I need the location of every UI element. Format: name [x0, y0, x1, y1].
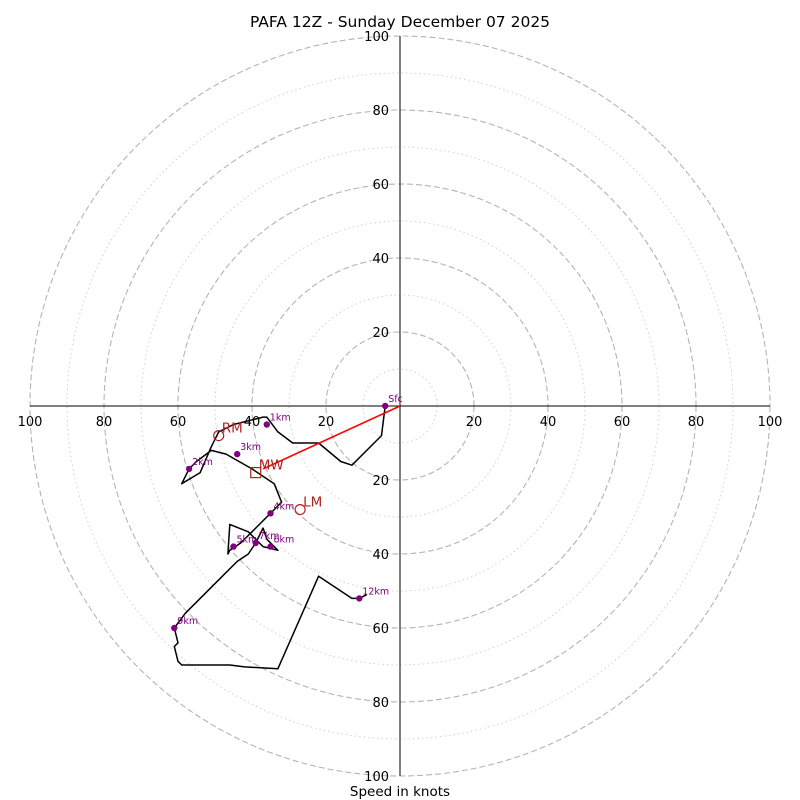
height-marker	[185, 465, 193, 473]
x-tick-label: 20	[318, 415, 335, 430]
height-marker-label: 6km	[274, 535, 295, 546]
storm-motion-marker	[294, 504, 306, 516]
y-tick-label: 40	[372, 548, 389, 563]
height-marker-label: 1km	[270, 413, 291, 424]
height-marker-label: 5km	[237, 535, 258, 546]
height-marker	[230, 543, 237, 550]
x-tick-label: 80	[688, 415, 705, 430]
x-tick-label: 100	[18, 415, 43, 430]
x-tick-label: 20	[466, 415, 483, 430]
x-tick-label: 100	[758, 415, 783, 430]
height-marker	[252, 539, 259, 547]
y-tick-label: 80	[372, 696, 389, 711]
y-tick-label: 60	[372, 622, 389, 637]
height-marker-label: Sfc	[388, 394, 403, 405]
height-marker	[171, 624, 178, 632]
height-marker	[267, 510, 274, 517]
x-axis-label: Speed in knots	[350, 784, 450, 800]
storm-motion-marker	[213, 430, 225, 442]
height-marker	[382, 402, 389, 410]
storm-motion-marker	[250, 467, 262, 479]
height-marker-label: 2km	[192, 457, 213, 468]
y-tick-label: 40	[372, 252, 389, 267]
x-tick-label: 40	[244, 415, 261, 430]
height-marker	[263, 421, 270, 428]
y-tick-label: 20	[372, 474, 389, 489]
wind-trace	[173, 405, 386, 670]
height-marker	[356, 595, 363, 602]
x-tick-label: 40	[540, 415, 557, 430]
height-marker	[267, 543, 274, 550]
y-tick-label: 60	[372, 178, 389, 193]
height-marker-label: 7km	[259, 531, 280, 542]
chart-title: PAFA 12Z - Sunday December 07 2025	[250, 13, 550, 31]
y-tick-label: 20	[372, 326, 389, 341]
x-tick-label: 60	[170, 415, 187, 430]
height-marker-label: 4km	[274, 501, 295, 512]
height-marker-label: 9km	[177, 616, 198, 627]
x-tick-label: 60	[614, 415, 631, 430]
x-tick-label: 80	[96, 415, 113, 430]
y-tick-label: 100	[364, 770, 389, 785]
y-tick-label: 80	[372, 104, 389, 119]
height-marker-label: 12km	[362, 586, 389, 597]
tick-labels: 100 100 80 80 60 60 40 40 20 20 20 20 40 40 60 60 80 80 10…	[18, 30, 783, 785]
y-tick-label: 100	[364, 30, 389, 45]
shear-vector	[262, 405, 401, 470]
storm-motion-label: MW	[259, 458, 284, 474]
height-marker-label: 3km	[240, 442, 261, 453]
storm-motion-label: RM	[222, 421, 243, 437]
storm-motion-label: LM	[303, 495, 322, 511]
height-marker	[234, 450, 241, 458]
